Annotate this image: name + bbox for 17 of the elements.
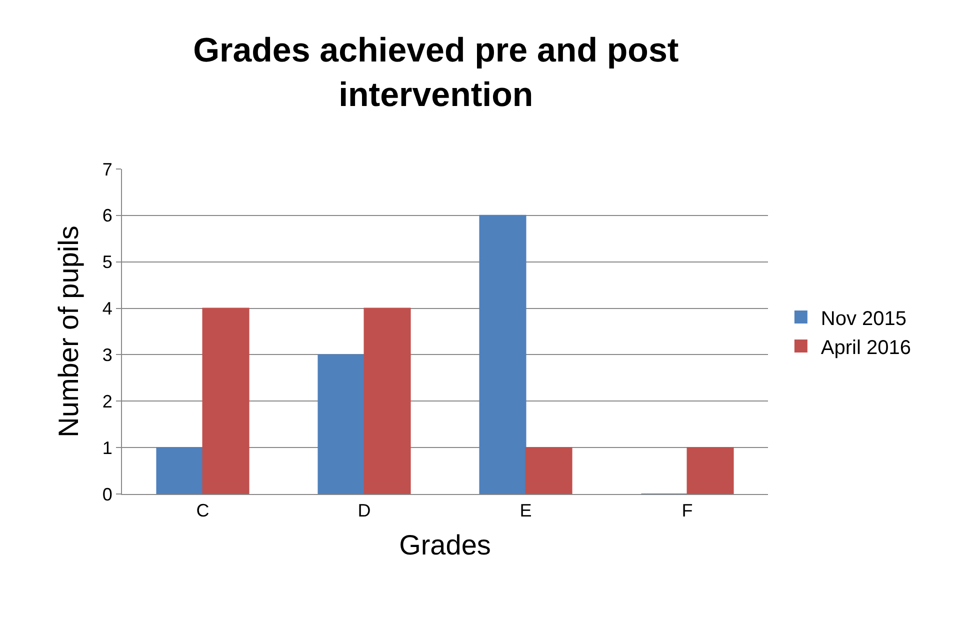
x-axis-title: Grades [399, 530, 491, 561]
y-tick-label: 3 [102, 345, 112, 366]
legend-label: April 2016 [820, 336, 911, 359]
x-tick-label: E [520, 500, 532, 521]
x-tick-label: F [682, 500, 693, 521]
y-tick-label: 4 [102, 298, 112, 319]
x-tick-label: D [358, 500, 371, 521]
y-axis-title: Number of pupils [53, 226, 84, 438]
y-tick-label: 2 [102, 391, 112, 412]
chart-title: Grades achieved pre and post intervention [193, 32, 679, 114]
x-tick-label: C [196, 500, 210, 521]
y-tick-label: 7 [102, 159, 112, 180]
y-tick-label: 5 [102, 252, 112, 272]
y-tick-label: 0 [102, 484, 112, 504]
y-tick-label: 1 [102, 438, 112, 458]
legend-label: Nov 2015 [820, 308, 907, 330]
y-tick-label: 6 [102, 206, 112, 226]
